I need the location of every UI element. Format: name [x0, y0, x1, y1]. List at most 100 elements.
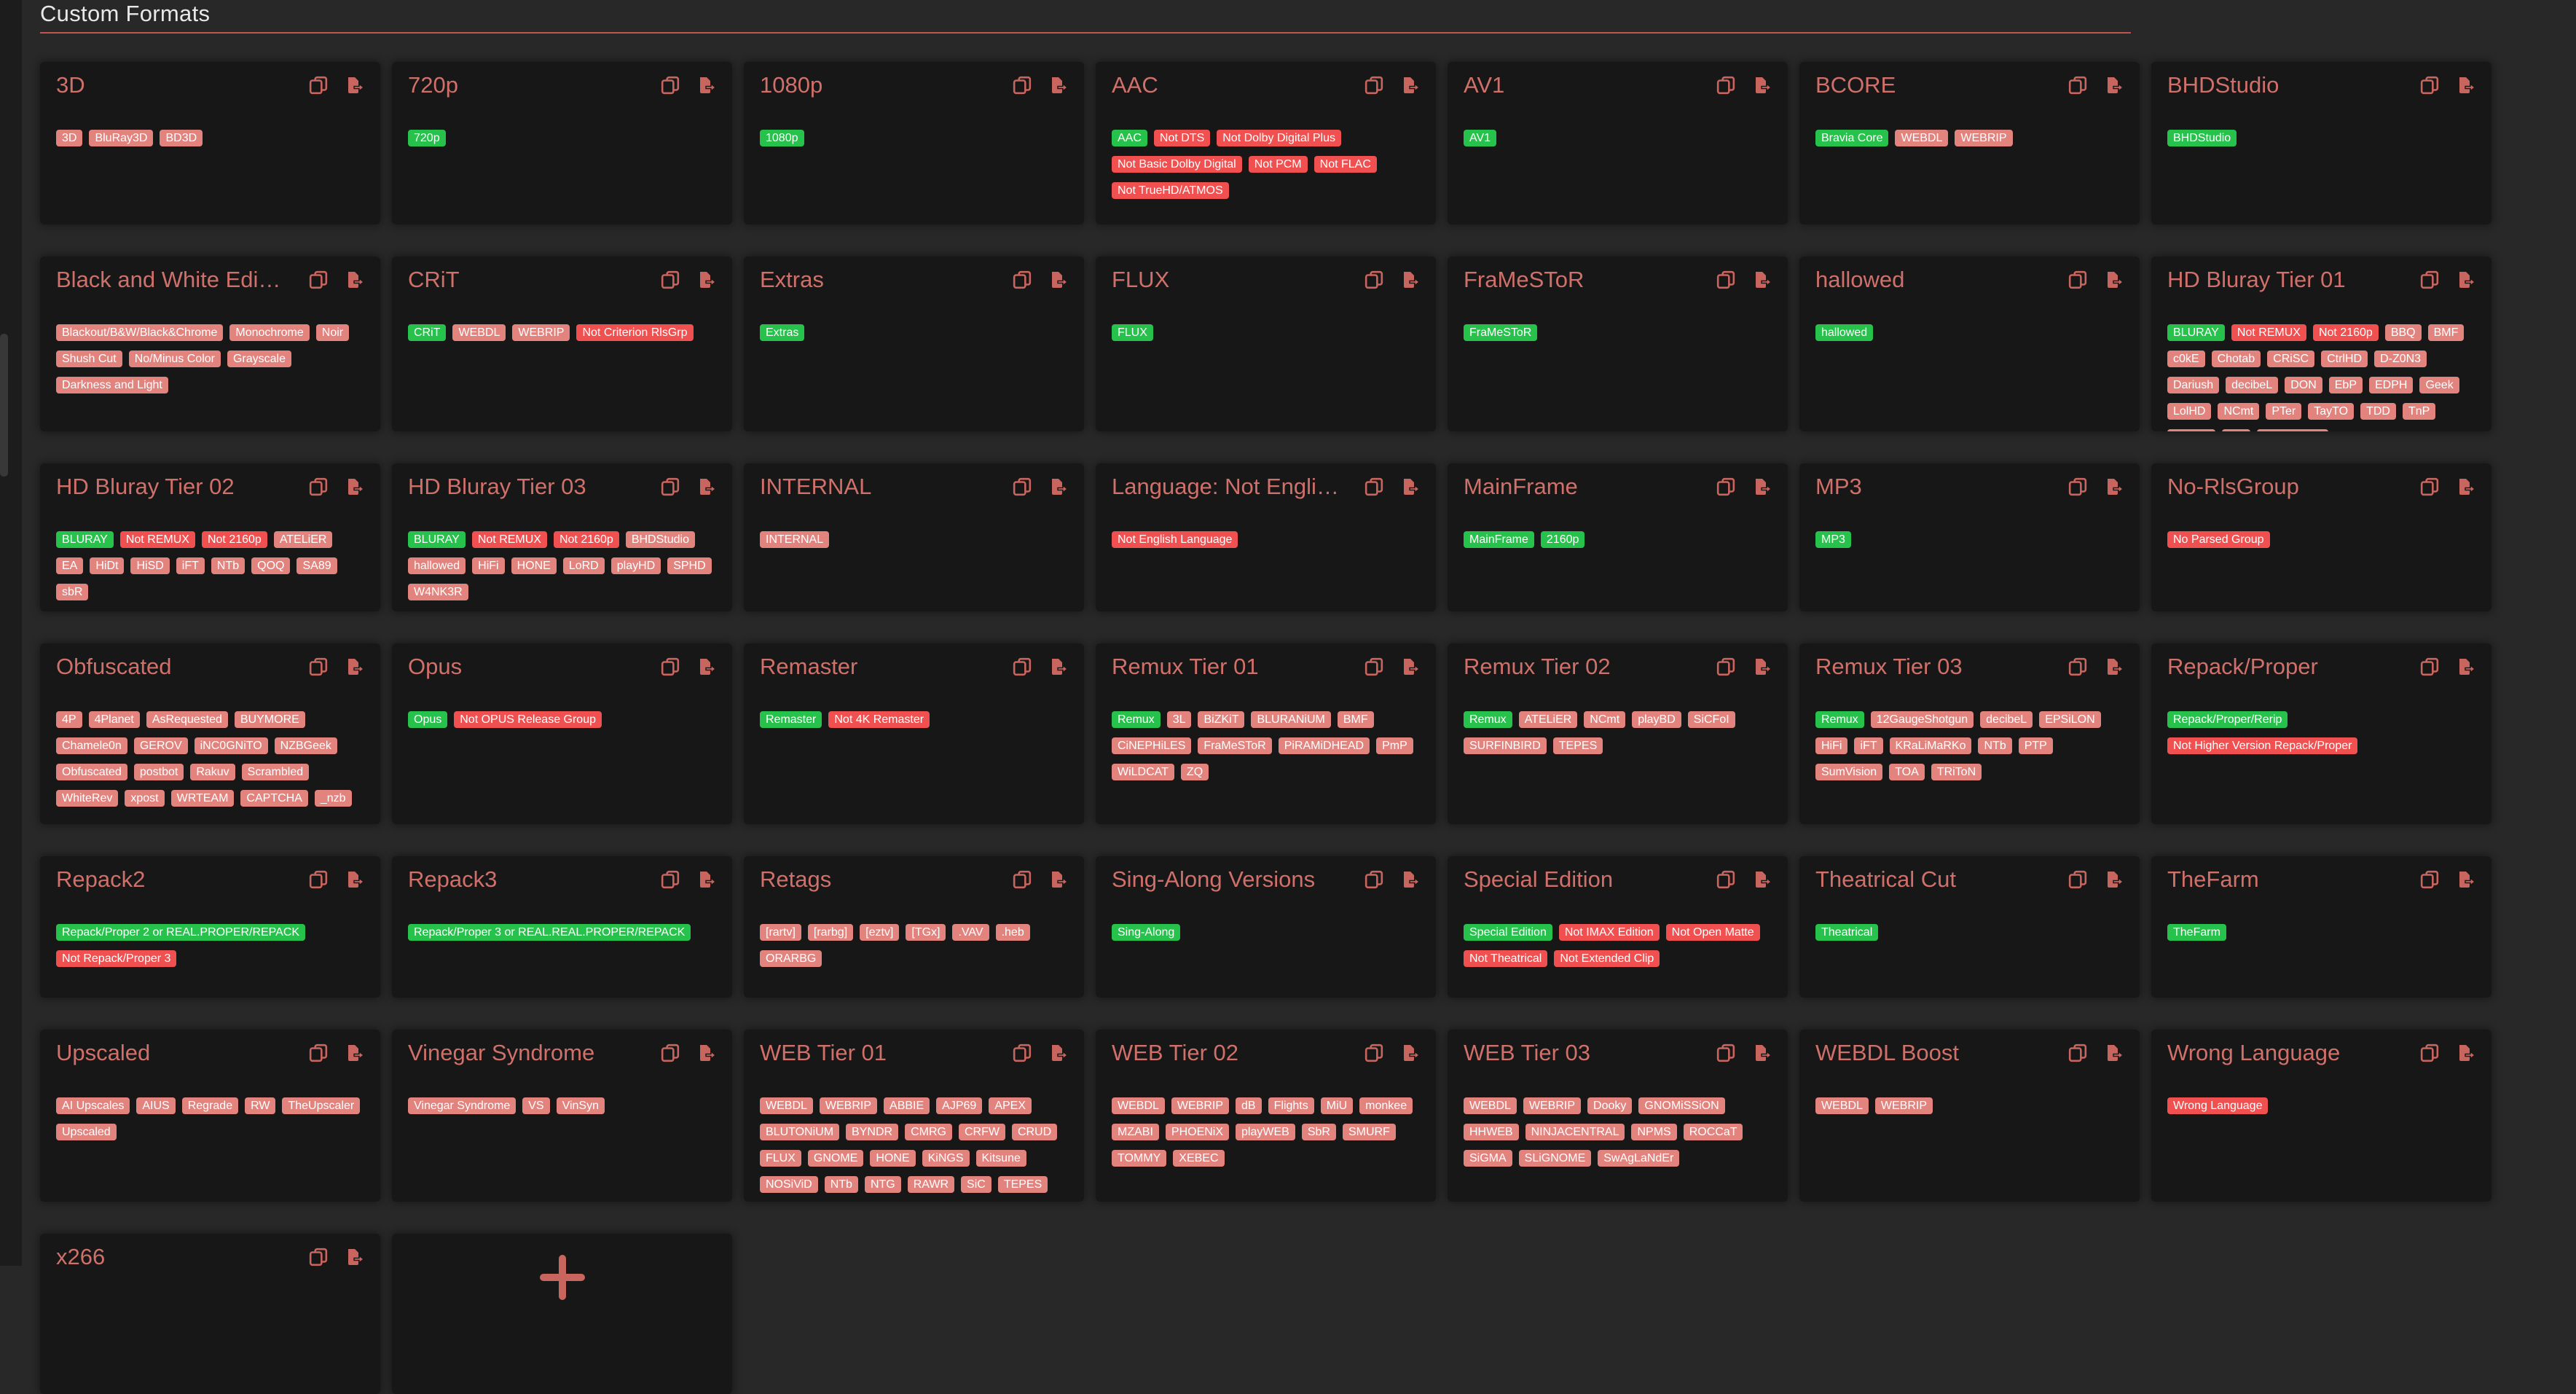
export-icon[interactable]	[1753, 477, 1772, 496]
custom-format-card[interactable]: Vinegar Syndrome Vinegar Syndrome VS VinSy…	[392, 1030, 732, 1202]
custom-format-card[interactable]: TheFarm TheFarm	[2151, 856, 2491, 998]
clone-icon[interactable]	[1716, 870, 1735, 889]
custom-format-card[interactable]: FLUX FLUX	[1096, 257, 1436, 432]
custom-format-card[interactable]: AAC AAC Not DTS Not Dolby Digital Plus Not …	[1096, 62, 1436, 225]
custom-format-card[interactable]: WEB Tier 01 WEBDL WEBRIP ABBIE AJP69 APEX BLU…	[744, 1030, 1084, 1202]
export-icon[interactable]	[345, 270, 364, 289]
export-icon[interactable]	[1401, 870, 1420, 889]
clone-icon[interactable]	[2068, 76, 2087, 95]
clone-icon[interactable]	[1013, 1043, 1032, 1062]
export-icon[interactable]	[1049, 477, 1068, 496]
custom-format-card[interactable]: BCORE Bravia Core WEBDL WEBRIP	[1799, 62, 2140, 225]
custom-format-card[interactable]: MainFrame MainFrame 2160p	[1448, 463, 1788, 612]
clone-icon[interactable]	[1013, 870, 1032, 889]
clone-icon[interactable]	[1013, 270, 1032, 289]
export-icon[interactable]	[1049, 1043, 1068, 1062]
export-icon[interactable]	[1753, 1043, 1772, 1062]
custom-format-card[interactable]: INTERNAL INTERNAL	[744, 463, 1084, 612]
clone-icon[interactable]	[309, 657, 328, 676]
clone-icon[interactable]	[309, 870, 328, 889]
custom-format-card[interactable]: Remux Tier 03 Remux 12GaugeShotgun decibeL…	[1799, 643, 2140, 825]
clone-icon[interactable]	[2068, 477, 2087, 496]
clone-icon[interactable]	[1716, 1043, 1735, 1062]
export-icon[interactable]	[2105, 76, 2124, 95]
export-icon[interactable]	[1401, 477, 1420, 496]
clone-icon[interactable]	[661, 477, 680, 496]
custom-format-card[interactable]: Special Edition Special Edition Not IMAX …	[1448, 856, 1788, 998]
custom-format-card[interactable]: Retags [rartv] [rarbg] [eztv] [TGx] .VAV .heb…	[744, 856, 1084, 998]
export-icon[interactable]	[697, 270, 716, 289]
clone-icon[interactable]	[1364, 1043, 1383, 1062]
clone-icon[interactable]	[309, 1043, 328, 1062]
clone-icon[interactable]	[2068, 870, 2087, 889]
export-icon[interactable]	[2105, 870, 2124, 889]
clone-icon[interactable]	[661, 870, 680, 889]
export-icon[interactable]	[2105, 270, 2124, 289]
custom-format-card[interactable]: Obfuscated 4P 4Planet AsRequested BUYMORE Ch…	[40, 643, 380, 825]
custom-format-card[interactable]: Remux Tier 01 Remux 3L BiZKiT BLURANiUM BMF C…	[1096, 643, 1436, 825]
clone-icon[interactable]	[2420, 870, 2439, 889]
export-icon[interactable]	[345, 1043, 364, 1062]
export-icon[interactable]	[1753, 76, 1772, 95]
custom-format-card[interactable]: WEBDL Boost WEBDL WEBRIP	[1799, 1030, 2140, 1202]
clone-icon[interactable]	[2420, 270, 2439, 289]
clone-icon[interactable]	[2068, 1043, 2087, 1062]
export-icon[interactable]	[345, 1248, 364, 1266]
custom-format-card[interactable]: hallowed hallowed	[1799, 257, 2140, 432]
clone-icon[interactable]	[1716, 76, 1735, 95]
clone-icon[interactable]	[2420, 477, 2439, 496]
export-icon[interactable]	[1049, 270, 1068, 289]
custom-format-card[interactable]: HD Bluray Tier 01 BLURAY Not REMUX Not 216…	[2151, 257, 2491, 432]
add-custom-format-card[interactable]	[392, 1234, 732, 1394]
custom-format-card[interactable]: Theatrical Cut Theatrical	[1799, 856, 2140, 998]
export-icon[interactable]	[345, 477, 364, 496]
custom-format-card[interactable]: Black and White Edi… Blackout/B&W/Black&…	[40, 257, 380, 432]
custom-format-card[interactable]: Upscaled AI Upscales AIUS Regrade RW TheUpsc…	[40, 1030, 380, 1202]
export-icon[interactable]	[2457, 1043, 2475, 1062]
clone-icon[interactable]	[1013, 657, 1032, 676]
clone-icon[interactable]	[1364, 870, 1383, 889]
clone-icon[interactable]	[1364, 657, 1383, 676]
export-icon[interactable]	[2457, 870, 2475, 889]
clone-icon[interactable]	[1716, 270, 1735, 289]
clone-icon[interactable]	[2068, 657, 2087, 676]
export-icon[interactable]	[2457, 477, 2475, 496]
export-icon[interactable]	[2105, 477, 2124, 496]
clone-icon[interactable]	[309, 270, 328, 289]
scrollbar-thumb[interactable]	[0, 334, 8, 477]
clone-icon[interactable]	[661, 657, 680, 676]
custom-format-card[interactable]: Remaster Remaster Not 4K Remaster	[744, 643, 1084, 825]
custom-format-card[interactable]: WEB Tier 03 WEBDL WEBRIP Dooky GNOMiSSiON HH…	[1448, 1030, 1788, 1202]
custom-format-card[interactable]: CRiT CRiT WEBDL WEBRIP Not Criterion RlsGrp	[392, 257, 732, 432]
custom-format-card[interactable]: 720p 720p	[392, 62, 732, 225]
export-icon[interactable]	[345, 657, 364, 676]
clone-icon[interactable]	[2420, 76, 2439, 95]
export-icon[interactable]	[697, 657, 716, 676]
export-icon[interactable]	[697, 477, 716, 496]
export-icon[interactable]	[1401, 1043, 1420, 1062]
custom-format-card[interactable]: Opus Opus Not OPUS Release Group	[392, 643, 732, 825]
clone-icon[interactable]	[1013, 477, 1032, 496]
clone-icon[interactable]	[2068, 270, 2087, 289]
clone-icon[interactable]	[661, 270, 680, 289]
export-icon[interactable]	[697, 76, 716, 95]
custom-format-card[interactable]: Wrong Language Wrong Language	[2151, 1030, 2491, 1202]
clone-icon[interactable]	[2420, 657, 2439, 676]
export-icon[interactable]	[1401, 270, 1420, 289]
export-icon[interactable]	[2457, 270, 2475, 289]
custom-format-card[interactable]: BHDStudio BHDStudio	[2151, 62, 2491, 225]
clone-icon[interactable]	[309, 1248, 328, 1266]
export-icon[interactable]	[1753, 870, 1772, 889]
clone-icon[interactable]	[1364, 477, 1383, 496]
export-icon[interactable]	[1401, 657, 1420, 676]
custom-format-card[interactable]: Repack2 Repack/Proper 2 or REAL.PROPER/R…	[40, 856, 380, 998]
custom-format-card[interactable]: Repack3 Repack/Proper 3 or REAL.REAL.PRO…	[392, 856, 732, 998]
custom-format-card[interactable]: HD Bluray Tier 02 BLURAY Not REMUX Not 216…	[40, 463, 380, 612]
custom-format-card[interactable]: Extras Extras	[744, 257, 1084, 432]
custom-format-card[interactable]: MP3 MP3	[1799, 463, 2140, 612]
export-icon[interactable]	[1401, 76, 1420, 95]
clone-icon[interactable]	[309, 76, 328, 95]
custom-format-card[interactable]: HD Bluray Tier 03 BLURAY Not REMUX Not 216…	[392, 463, 732, 612]
clone-icon[interactable]	[1716, 657, 1735, 676]
custom-format-card[interactable]: WEB Tier 02 WEBDL WEBRIP dB Flights MiU monke…	[1096, 1030, 1436, 1202]
